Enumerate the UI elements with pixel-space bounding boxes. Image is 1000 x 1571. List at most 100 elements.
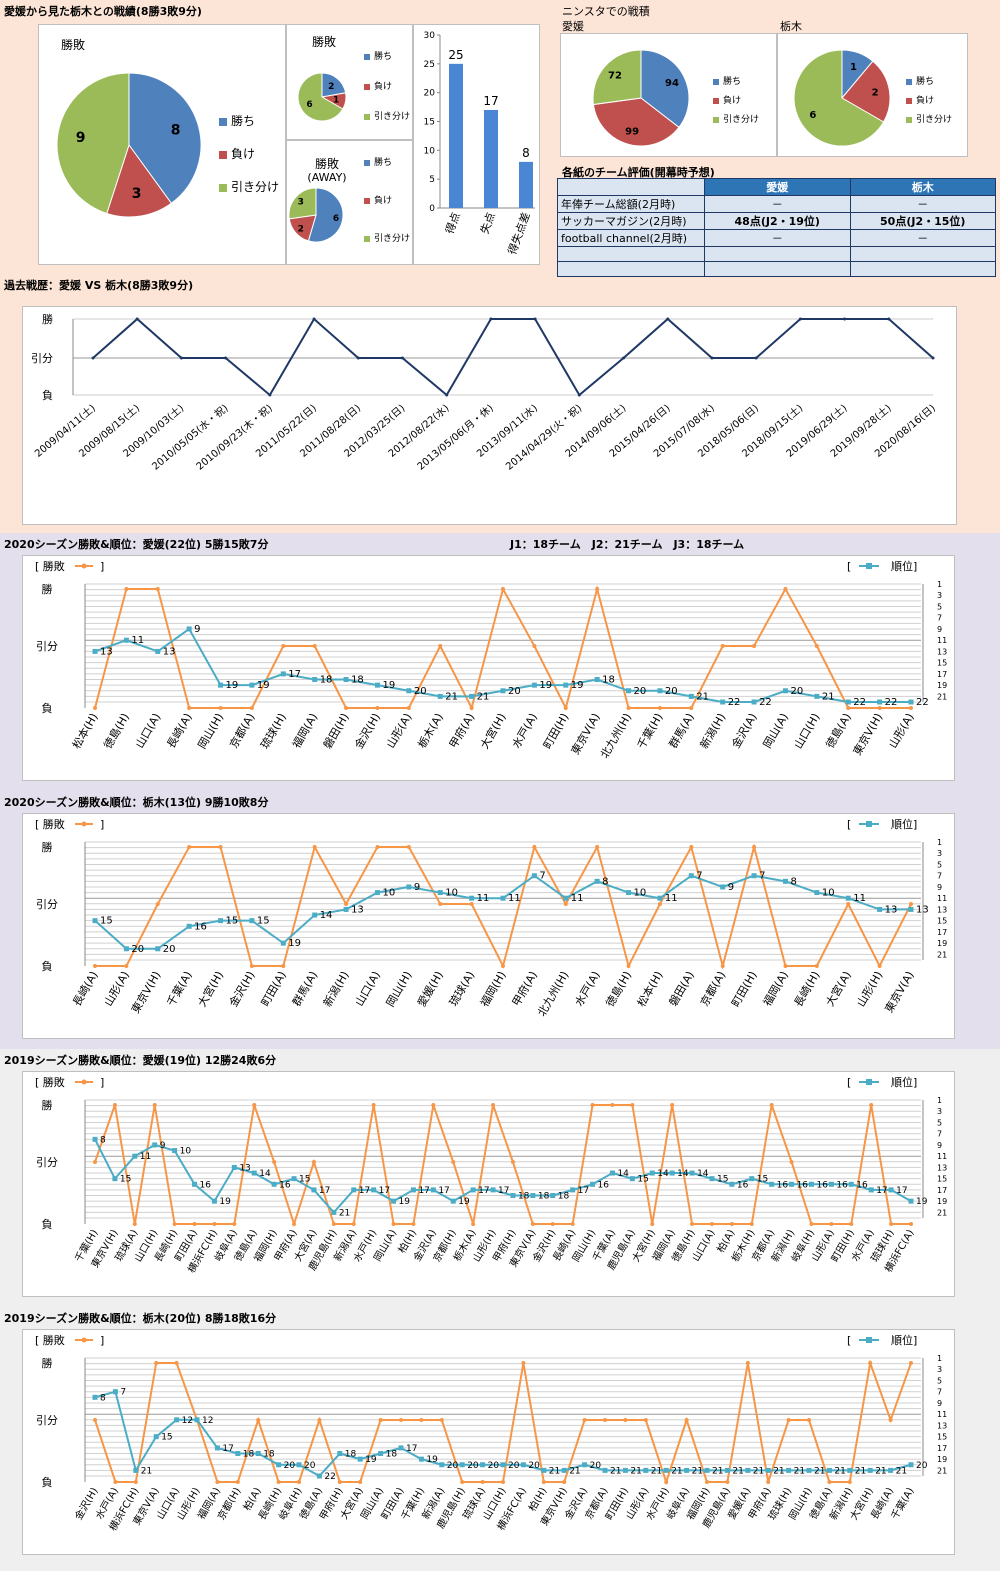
- rank-point: [594, 677, 600, 683]
- result-point: [530, 1222, 535, 1226]
- rank-data-label: 19: [916, 1197, 928, 1207]
- result-point: [438, 644, 443, 648]
- legend-swatch: [364, 84, 370, 90]
- result-point: [154, 1361, 159, 1365]
- rank-data-label: 15: [717, 1175, 728, 1185]
- legend-bracket: [: [847, 818, 851, 831]
- x-tick-label: 水戸(A): [510, 711, 540, 751]
- pie-value-label: 2: [298, 224, 304, 234]
- rank-point: [133, 1467, 139, 1473]
- pie-slice: [321, 72, 347, 98]
- pie-value-label: 2: [328, 82, 334, 92]
- rank-point: [470, 1187, 476, 1193]
- bar: [449, 63, 463, 209]
- result-point: [809, 1222, 814, 1226]
- rank-data-label: 8: [602, 876, 608, 887]
- x-tick-label: 群馬(A): [289, 969, 320, 1009]
- result-point: [626, 964, 631, 968]
- rank-point: [751, 699, 757, 705]
- rank-point: [663, 1467, 669, 1473]
- legend-swatch: [364, 114, 370, 120]
- result-point: [132, 1222, 137, 1226]
- result-point: [846, 902, 851, 906]
- x-tick-label: 得点: [443, 211, 463, 236]
- legend-result-label: [ 勝敗: [35, 1333, 65, 1347]
- result-point: [375, 706, 380, 710]
- eval-row-label: 年俸チーム総額(2月時): [557, 195, 705, 213]
- rank-point: [92, 648, 98, 654]
- pie-title: 勝敗: [61, 37, 85, 52]
- rank-tick-label: 13: [937, 905, 947, 914]
- legend-rank-marker: [866, 563, 872, 569]
- legend-swatch: [364, 160, 370, 166]
- rank-line: [94, 1138, 912, 1214]
- eval-cell: －: [849, 195, 996, 213]
- rank-point: [789, 1181, 795, 1187]
- rank-point: [155, 946, 161, 952]
- result-point: [745, 1361, 750, 1365]
- rank-point: [520, 1462, 526, 1468]
- x-tick-label: 磐田(H): [320, 711, 352, 752]
- rank-point: [231, 1164, 237, 1170]
- result-label-draw: 引分: [36, 1413, 58, 1427]
- rank-data-label: 18: [345, 1450, 357, 1460]
- rank-data-label: 15: [100, 916, 113, 927]
- x-tick-label: 大宮(H): [195, 969, 227, 1010]
- rank-point: [877, 699, 883, 705]
- rank-tick-label: 19: [937, 1197, 947, 1206]
- x-tick-label: 水戸(A): [572, 969, 602, 1009]
- chart1-panel: [ 勝敗][順位] 1 3 5 7 9 11 13 15 17 19 21 勝引分負 13 11 13 9 19 1…: [22, 555, 955, 781]
- rank-point: [782, 688, 788, 694]
- result-label-win: 勝: [42, 1356, 53, 1370]
- result-point: [356, 356, 360, 360]
- rank-point: [594, 878, 600, 884]
- rank-data-label: 7: [120, 1388, 126, 1398]
- result-point: [135, 317, 139, 321]
- result-point: [829, 1222, 834, 1226]
- pie-subtitle: (AWAY): [307, 171, 346, 184]
- legend-swatch: [219, 184, 227, 192]
- rank-data-label: 18: [320, 675, 333, 686]
- legend-swatch: [364, 198, 370, 204]
- rank-point: [112, 1176, 118, 1182]
- rank-tick-label: 9: [937, 1141, 942, 1150]
- rank-tick-label: 17: [937, 928, 947, 937]
- pie-overall-panel: 勝敗 8 3 9 勝ち 負け 引き分け: [38, 24, 286, 265]
- rank-point: [888, 1187, 894, 1193]
- x-tick-label: 2014/04/29(火・祝): [503, 401, 585, 472]
- rank-point: [343, 906, 349, 912]
- rank-tick-label: 11: [937, 894, 947, 903]
- result-point: [218, 706, 223, 710]
- result-point: [133, 1480, 138, 1484]
- rank-point: [908, 1462, 914, 1468]
- result-point: [623, 1418, 628, 1422]
- result-point: [292, 1222, 297, 1226]
- rank-data-label: 8: [790, 876, 796, 887]
- rank-point: [249, 682, 255, 688]
- legend-label: 勝ち: [231, 113, 255, 128]
- rank-data-label: 17: [876, 1186, 887, 1196]
- rank-data-label: 15: [226, 916, 239, 927]
- rank-point: [720, 699, 726, 705]
- legend-result-label: [ 勝敗: [35, 559, 65, 573]
- rank-point: [550, 1193, 556, 1199]
- rank-tick-label: 9: [937, 625, 942, 634]
- pie-value-label: 6: [809, 110, 816, 121]
- x-tick-label: 2010/09/23(木・祝): [193, 401, 275, 472]
- result-point: [268, 393, 272, 397]
- rank-point: [531, 682, 537, 688]
- x-tick-label: 岡山(A): [761, 711, 791, 751]
- rank-data-label: 21: [696, 691, 709, 702]
- eval-row-label: サッカーマガジン(2月時): [557, 212, 705, 230]
- rank-point: [357, 1456, 363, 1462]
- legend-rank-marker: [866, 1337, 872, 1343]
- rank-point: [218, 918, 224, 924]
- legend-swatch: [906, 79, 912, 85]
- rank-point: [316, 1473, 322, 1479]
- result-point: [113, 1480, 118, 1484]
- rank-point: [845, 895, 851, 901]
- legend-label: 引き分け: [374, 233, 410, 244]
- eval-col-tochigi: 栃木: [849, 178, 996, 196]
- chart4-panel: [ 勝敗][順位] 1 3 5 7 9 11 13 15 17 19 21 勝引分負 8 7 21 15 12 12…: [22, 1329, 955, 1555]
- rank-data-label: 21: [896, 1466, 907, 1476]
